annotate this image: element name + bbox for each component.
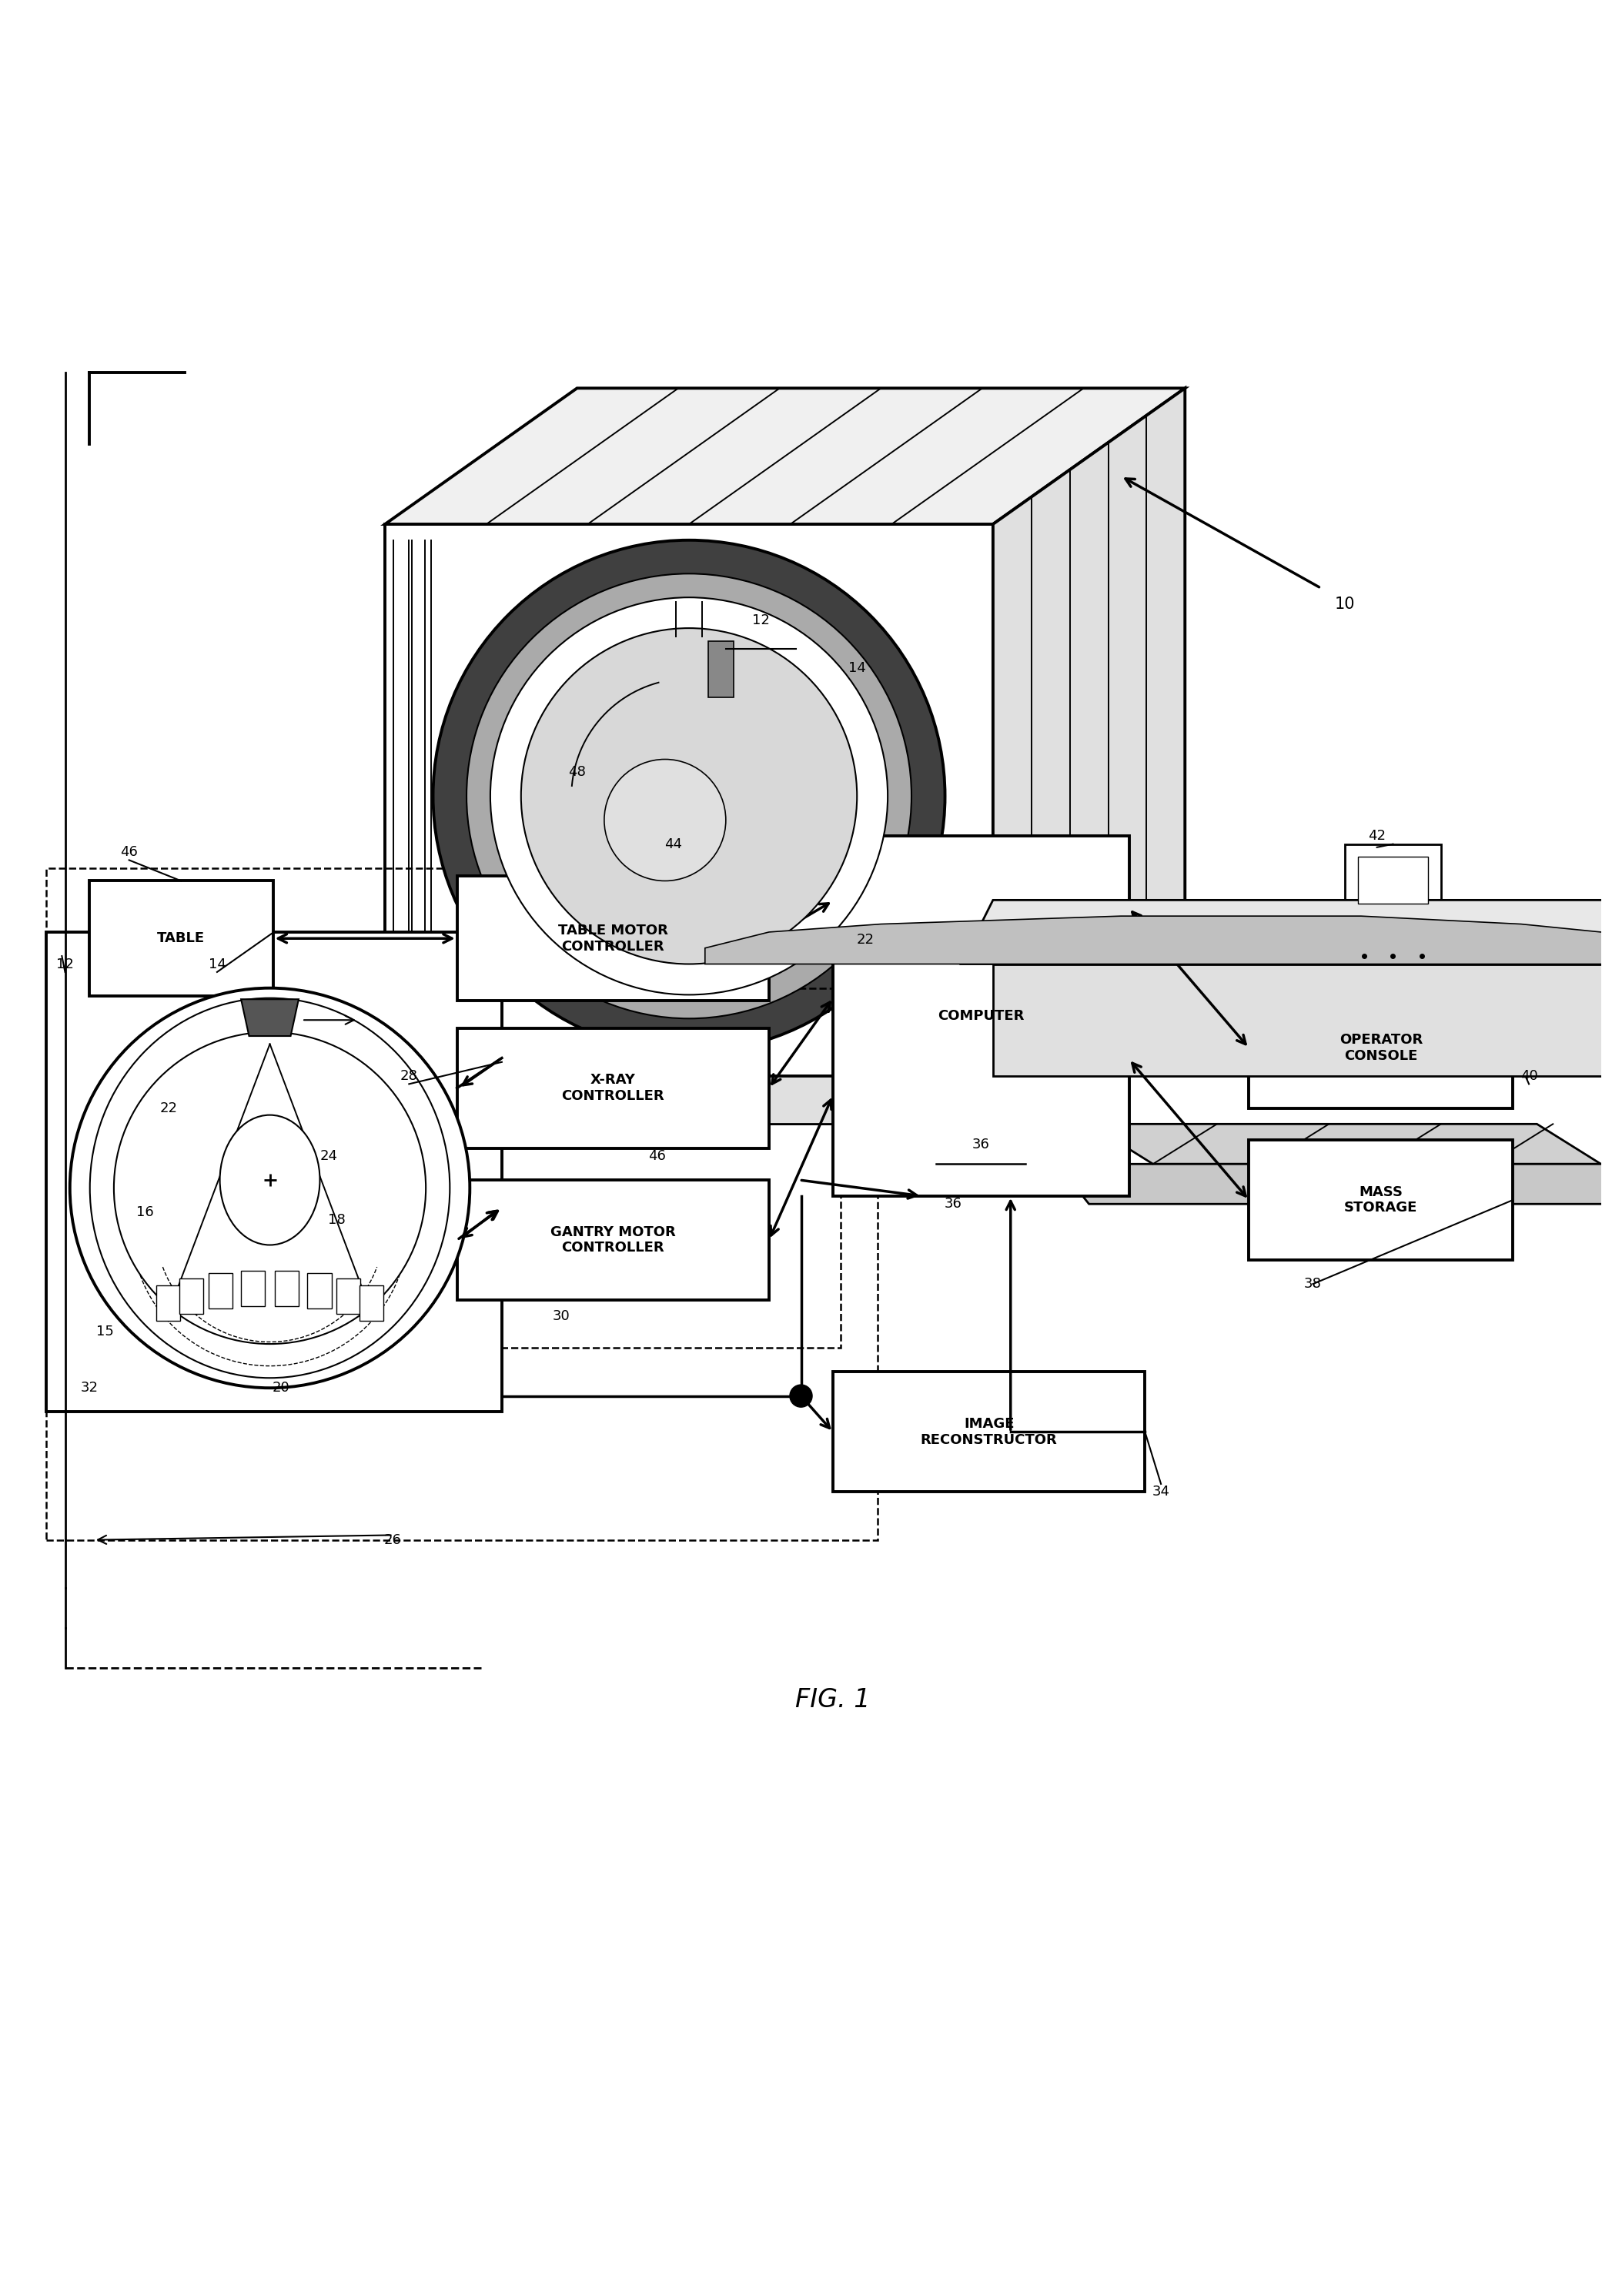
Bar (457, 1029, 769, 1148)
Bar (409, 987, 841, 1348)
Text: TABLE: TABLE (157, 932, 205, 946)
Polygon shape (417, 1077, 961, 1125)
Text: 14: 14 (208, 957, 226, 971)
Text: 12: 12 (56, 957, 74, 971)
Bar (708, 641, 734, 698)
Polygon shape (384, 388, 1185, 523)
Bar (90, 882, 272, 996)
Text: X-RAY
CONTROLLER: X-RAY CONTROLLER (562, 1072, 665, 1102)
Text: COMPUTER: COMPUTER (937, 1010, 1024, 1024)
Text: 36: 36 (944, 1196, 961, 1210)
Text: 26: 26 (384, 1534, 402, 1548)
Polygon shape (993, 964, 1602, 1077)
Text: TABLE MOTOR
CONTROLLER: TABLE MOTOR CONTROLLER (557, 923, 668, 953)
Bar (457, 1180, 769, 1300)
Text: FIG. 1: FIG. 1 (796, 1688, 870, 1713)
Polygon shape (961, 939, 1185, 1125)
Text: 40: 40 (1520, 1070, 1538, 1084)
Text: 18: 18 (328, 1212, 346, 1226)
Text: 22: 22 (855, 932, 873, 946)
Polygon shape (705, 916, 1602, 964)
Text: 44: 44 (665, 838, 682, 852)
Text: 36: 36 (972, 1139, 990, 1153)
Bar (1250, 987, 1512, 1109)
Bar (208, 1274, 232, 1309)
Circle shape (466, 574, 912, 1019)
Bar (457, 877, 769, 1001)
Circle shape (790, 1384, 812, 1407)
Polygon shape (240, 999, 298, 1035)
Polygon shape (384, 523, 993, 1077)
Text: 34: 34 (1152, 1486, 1169, 1499)
Text: 16: 16 (136, 1205, 154, 1219)
Bar (46, 932, 501, 1412)
Bar (833, 836, 1129, 1196)
Bar (240, 1270, 264, 1306)
Text: 38: 38 (1304, 1277, 1322, 1290)
Ellipse shape (219, 1116, 320, 1244)
Text: GANTRY MOTOR
CONTROLLER: GANTRY MOTOR CONTROLLER (551, 1226, 676, 1256)
Text: 30: 30 (553, 1309, 570, 1322)
Text: OPERATOR
CONSOLE: OPERATOR CONSOLE (1339, 1033, 1423, 1063)
Bar (179, 1279, 203, 1313)
Bar (1358, 856, 1427, 902)
Bar (157, 1286, 181, 1320)
Circle shape (114, 1031, 426, 1343)
Bar (46, 868, 878, 1541)
Text: 32: 32 (80, 1380, 98, 1396)
Text: 46: 46 (649, 1148, 666, 1164)
Text: IMAGE
RECONSTRUCTOR: IMAGE RECONSTRUCTOR (921, 1417, 1057, 1446)
Bar (276, 1270, 300, 1306)
Polygon shape (1057, 1164, 1602, 1203)
Text: MASS
STORAGE: MASS STORAGE (1344, 1185, 1418, 1215)
Text: 48: 48 (569, 765, 586, 778)
Text: 15: 15 (96, 1325, 114, 1339)
Text: 46: 46 (120, 845, 138, 859)
Polygon shape (961, 900, 1602, 964)
Text: 22: 22 (160, 1102, 178, 1116)
Bar (308, 1274, 332, 1309)
Text: 14: 14 (847, 661, 865, 675)
Text: 20: 20 (272, 1380, 290, 1396)
Circle shape (433, 540, 945, 1052)
Circle shape (604, 760, 726, 882)
Bar (336, 1279, 360, 1313)
Text: 12: 12 (753, 613, 771, 627)
Text: 24: 24 (320, 1148, 338, 1164)
Bar (1250, 1141, 1512, 1261)
Text: 42: 42 (1368, 829, 1386, 843)
Bar (359, 1286, 383, 1320)
Polygon shape (1089, 1125, 1600, 1164)
Polygon shape (481, 1077, 881, 1125)
Text: 28: 28 (400, 1070, 418, 1084)
Polygon shape (993, 388, 1185, 1077)
Circle shape (490, 597, 888, 994)
Text: 10: 10 (1334, 597, 1355, 611)
Circle shape (70, 987, 469, 1389)
Circle shape (521, 629, 857, 964)
Bar (1346, 845, 1440, 916)
Bar (833, 1373, 1145, 1492)
